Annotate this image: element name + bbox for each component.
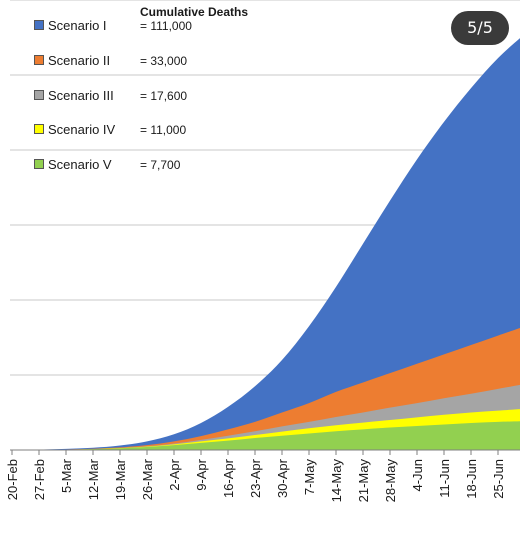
x-tick-label: 26-Mar (140, 458, 155, 500)
x-tick-label: 21-May (356, 459, 371, 503)
legend-title: Cumulative Deaths (140, 5, 249, 19)
x-tick-label: 28-May (383, 459, 398, 503)
x-tick-label: 19-Mar (113, 458, 128, 500)
legend-swatch (34, 124, 44, 134)
x-tick-label: 11-Jun (437, 459, 452, 498)
x-tick-label: 7-May (302, 459, 317, 496)
legend-total: = 111,000 (140, 19, 192, 33)
x-tick-label: 2-Jul (518, 459, 520, 487)
x-tick-label: 12-Mar (86, 458, 101, 500)
legend-total: = 7,700 (140, 158, 181, 172)
legend-swatch (34, 55, 44, 65)
x-tick-label: 18-Jun (464, 459, 479, 499)
legend-total: = 17,600 (140, 89, 188, 103)
legend-label: Scenario I (48, 18, 107, 33)
legend-label: Scenario IV (48, 122, 116, 137)
x-tick-label: 25-Jun (491, 459, 506, 499)
x-tick-marks (11, 450, 499, 455)
x-tick-label: 30-Apr (275, 458, 290, 498)
series-area-5 (12, 421, 520, 450)
legend-label: Scenario III (48, 88, 114, 103)
legend-total: = 11,000 (140, 123, 187, 137)
x-tick-labels: 20-Feb 27-Feb 5-Mar 12-Mar 19-Mar 26-Mar 2-Apr… (5, 458, 520, 502)
page-indicator-badge[interactable]: 5/5 (451, 11, 509, 45)
legend-label: Scenario V (48, 157, 112, 172)
legend-swatch (34, 20, 44, 30)
x-tick-label: 27-Feb (32, 459, 47, 500)
x-tick-label: 14-May (329, 459, 344, 503)
series-areas (12, 38, 520, 450)
x-tick-label: 23-Apr (248, 458, 263, 498)
legend-label: Scenario II (48, 53, 111, 68)
x-tick-label: 2-Apr (167, 458, 182, 490)
legend-total: = 33,000 (140, 54, 188, 68)
legend-swatch (34, 90, 44, 100)
x-tick-label: 20-Feb (5, 459, 20, 500)
x-tick-label: 9-Apr (194, 458, 209, 490)
x-tick-label: 5-Mar (59, 458, 74, 493)
series-area-1 (12, 38, 520, 450)
legend: Cumulative Deaths Scenario I = 111,000 S… (0, 0, 520, 200)
x-tick-label: 4-Jun (410, 459, 425, 492)
legend-swatch (34, 159, 44, 169)
x-tick-label: 16-Apr (221, 458, 236, 498)
